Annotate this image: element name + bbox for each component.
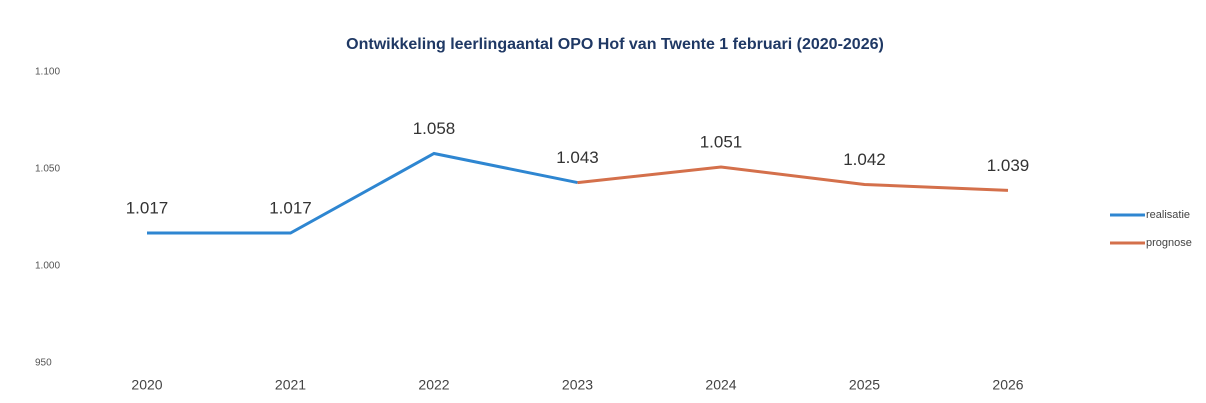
y-tick-label: 1.050 (35, 164, 60, 175)
series-line (147, 151, 578, 235)
y-tick-label: 950 (35, 358, 52, 369)
y-tick-label: 1.000 (35, 261, 60, 272)
data-label: 1.039 (987, 156, 1030, 175)
chart-title: Ontwikkeling leerlingaantal OPO Hof van … (346, 36, 884, 53)
legend-label: realisatie (1146, 209, 1190, 221)
data-label: 1.017 (269, 199, 312, 218)
data-label: 1.051 (700, 133, 743, 152)
x-tick-label: 2026 (992, 377, 1023, 393)
data-label: 1.058 (413, 119, 456, 138)
data-label: 1.042 (843, 150, 886, 169)
x-tick-label: 2023 (562, 377, 593, 393)
legend-label: prognose (1146, 237, 1192, 249)
x-tick-label: 2020 (131, 377, 162, 393)
y-tick-label: 1.100 (35, 67, 60, 78)
series-line (577, 165, 1009, 192)
x-tick-label: 2024 (705, 377, 736, 393)
x-tick-label: 2022 (418, 377, 449, 393)
x-tick-label: 2025 (849, 377, 880, 393)
x-tick-label: 2021 (275, 377, 306, 393)
data-label: 1.043 (556, 148, 599, 167)
data-label: 1.017 (126, 199, 169, 218)
